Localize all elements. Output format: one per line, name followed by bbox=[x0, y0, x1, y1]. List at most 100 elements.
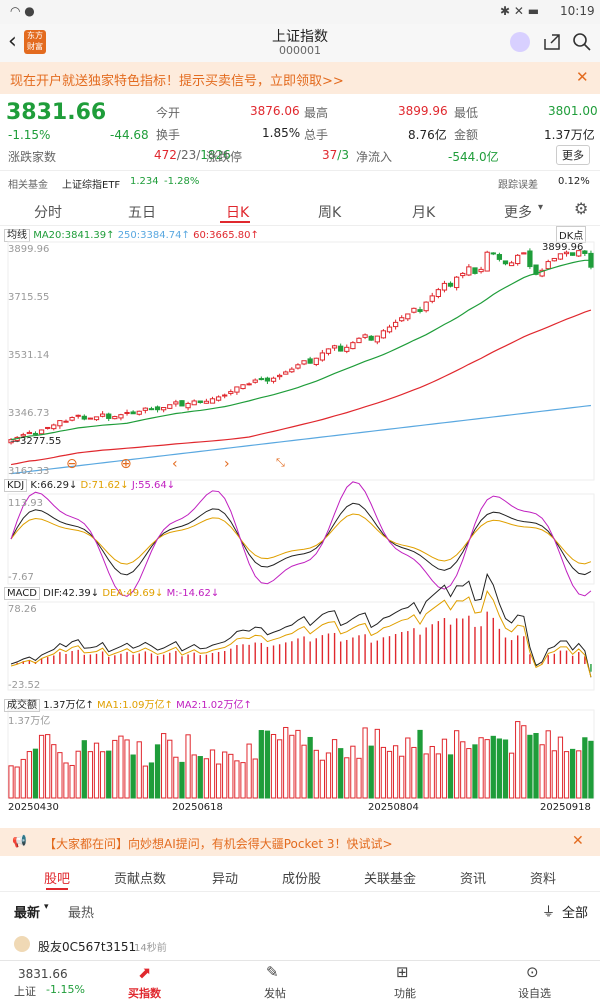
tab-month-k[interactable]: 月K bbox=[412, 205, 436, 221]
fund-name[interactable]: 上证综指ETF bbox=[62, 180, 121, 191]
candle-body bbox=[313, 357, 319, 365]
candle-body bbox=[460, 272, 466, 277]
low-marker: —3277.55 bbox=[10, 436, 62, 447]
candle-body bbox=[93, 416, 100, 421]
volume-bar bbox=[99, 751, 106, 799]
candle-body bbox=[222, 394, 228, 397]
filter-icon[interactable]: ⏚ bbox=[542, 905, 556, 920]
volume-bar bbox=[32, 748, 39, 799]
candle-body bbox=[454, 276, 460, 289]
kline-chart[interactable]: 均线 MA20:3841.39↑ 250:3384.74↑ 60:3665.80… bbox=[0, 224, 600, 828]
tab-guba[interactable]: 股吧 bbox=[44, 872, 71, 887]
app-logo[interactable]: 东方财富 bbox=[24, 30, 46, 54]
tab-five-day[interactable]: 五日 bbox=[128, 205, 156, 221]
volume-bar bbox=[331, 739, 338, 799]
inflow-label: 净流入 bbox=[356, 150, 393, 164]
chevron-down-icon[interactable]: ▾ bbox=[538, 202, 544, 213]
candle-body bbox=[45, 426, 51, 429]
volume-bar bbox=[87, 751, 94, 799]
close-icon[interactable]: ✕ bbox=[576, 68, 589, 86]
post-user[interactable]: 股友0C567t3151 bbox=[38, 940, 137, 954]
edit-icon[interactable]: ✎ bbox=[266, 963, 279, 981]
tab-week-k[interactable]: 周K bbox=[318, 205, 342, 221]
left-icon[interactable]: ‹ bbox=[172, 456, 178, 472]
vol-value: 1.37万亿 bbox=[43, 700, 86, 711]
tab-minute[interactable]: 分时 bbox=[34, 205, 62, 221]
minus-icon[interactable]: ⊖ bbox=[66, 456, 78, 472]
tab-constituents[interactable]: 成份股 bbox=[282, 872, 322, 887]
post-button[interactable]: 发帖 bbox=[264, 987, 286, 1000]
vol-label[interactable]: 成交额 bbox=[4, 699, 40, 712]
share-icon[interactable] bbox=[542, 32, 562, 52]
gear-icon[interactable]: ⚙ bbox=[574, 199, 589, 218]
add-watch-button[interactable]: 设自选 bbox=[518, 987, 551, 1000]
subtab-indicator bbox=[46, 888, 68, 890]
candle-body bbox=[276, 374, 283, 378]
candle-body bbox=[502, 260, 509, 265]
bottom-price: 3831.66 bbox=[18, 967, 68, 981]
tab-news[interactable]: 资讯 bbox=[460, 872, 487, 887]
kdj-label[interactable]: KDJ bbox=[4, 479, 28, 492]
candle-body bbox=[435, 289, 441, 297]
tab-profile[interactable]: 资料 bbox=[530, 872, 557, 887]
filter-all[interactable]: 全部 bbox=[562, 906, 589, 921]
tab-day-k[interactable]: 日K bbox=[226, 205, 250, 221]
volume-bar bbox=[411, 746, 417, 799]
volume-bar bbox=[93, 742, 100, 799]
volume-bar bbox=[576, 750, 582, 799]
tab-movement[interactable]: 异动 bbox=[212, 872, 239, 887]
right-icon[interactable]: › bbox=[224, 456, 230, 472]
ma-label[interactable]: 均线 bbox=[4, 229, 30, 242]
buy-index-button[interactable]: 买指数 bbox=[128, 987, 161, 1000]
search-icon[interactable] bbox=[572, 32, 592, 52]
expand-icon[interactable]: ⤡ bbox=[276, 456, 285, 469]
more-button[interactable]: 更多 bbox=[556, 145, 590, 165]
sort-hot[interactable]: 最热 bbox=[68, 906, 95, 921]
candle-body bbox=[112, 416, 118, 420]
promo-text[interactable]: 现在开户就送独家特色指标！提示买卖信号，立即领取>> bbox=[10, 74, 344, 89]
ai-avatar-icon[interactable] bbox=[510, 32, 530, 52]
y-tick-1: 3899.96 bbox=[8, 244, 50, 255]
candle-body bbox=[161, 407, 167, 411]
amount-value: 1.37万亿 bbox=[544, 128, 595, 142]
chevron-down-icon[interactable]: ▾ bbox=[44, 902, 49, 912]
volume-bar bbox=[484, 739, 490, 799]
plus-icon[interactable]: ⊕ bbox=[120, 456, 132, 472]
limit-counts: 37/3 bbox=[322, 148, 349, 162]
candle-body bbox=[472, 267, 478, 274]
candle-body bbox=[490, 252, 496, 255]
candle-body bbox=[466, 266, 472, 276]
sort-newest[interactable]: 最新 bbox=[14, 906, 41, 921]
ma20-label: MA20:3841.39 bbox=[33, 230, 107, 241]
volume-bar bbox=[222, 751, 228, 799]
candle-body bbox=[551, 257, 557, 262]
back-icon[interactable]: ‹ bbox=[8, 29, 17, 54]
candle-body bbox=[26, 431, 33, 435]
volume-bar bbox=[26, 751, 33, 799]
promo-banner[interactable]: 现在开户就送独家特色指标！提示买卖信号，立即领取>> ✕ bbox=[0, 62, 600, 94]
tab-related-funds[interactable]: 关联基金 bbox=[364, 872, 417, 887]
function-button[interactable]: 功能 bbox=[394, 987, 416, 1000]
chart-up-icon[interactable]: ⬈ bbox=[138, 963, 152, 982]
more-dots-icon[interactable]: ⊙ bbox=[526, 963, 539, 981]
close-icon[interactable]: ✕ bbox=[572, 833, 584, 849]
volume-bar bbox=[69, 764, 75, 799]
ai-ad-text[interactable]: 【大家都在问】向妙想AI提问，有机会得大疆Pocket 3！快试试> bbox=[44, 837, 393, 851]
candle-body bbox=[478, 268, 484, 273]
avatar[interactable] bbox=[14, 936, 30, 952]
post-item[interactable]: 股友0C567t3151 14秒前 bbox=[0, 930, 600, 960]
volume-panel-frame bbox=[7, 709, 595, 799]
ai-ad-bar[interactable]: 📢 【大家都在问】向妙想AI提问，有机会得大疆Pocket 3！快试试> ✕ bbox=[0, 828, 600, 856]
tab-contribution[interactable]: 贡献点数 bbox=[114, 872, 167, 887]
tab-more[interactable]: 更多 bbox=[504, 205, 532, 221]
kdj-j-line bbox=[10, 481, 592, 597]
macd-dif: DIF:42.39 bbox=[43, 588, 91, 599]
chart-canvas[interactable] bbox=[0, 224, 600, 828]
status-icons: ✱ ✕ ▬ bbox=[500, 4, 540, 18]
y-tick-5: 3162.33 bbox=[8, 466, 50, 477]
candle-body bbox=[576, 250, 582, 257]
grid-icon[interactable]: ⊞ bbox=[396, 963, 409, 981]
volume-bar bbox=[588, 740, 594, 799]
fund-price: 1.234 bbox=[130, 176, 159, 187]
macd-label[interactable]: MACD bbox=[4, 587, 40, 600]
